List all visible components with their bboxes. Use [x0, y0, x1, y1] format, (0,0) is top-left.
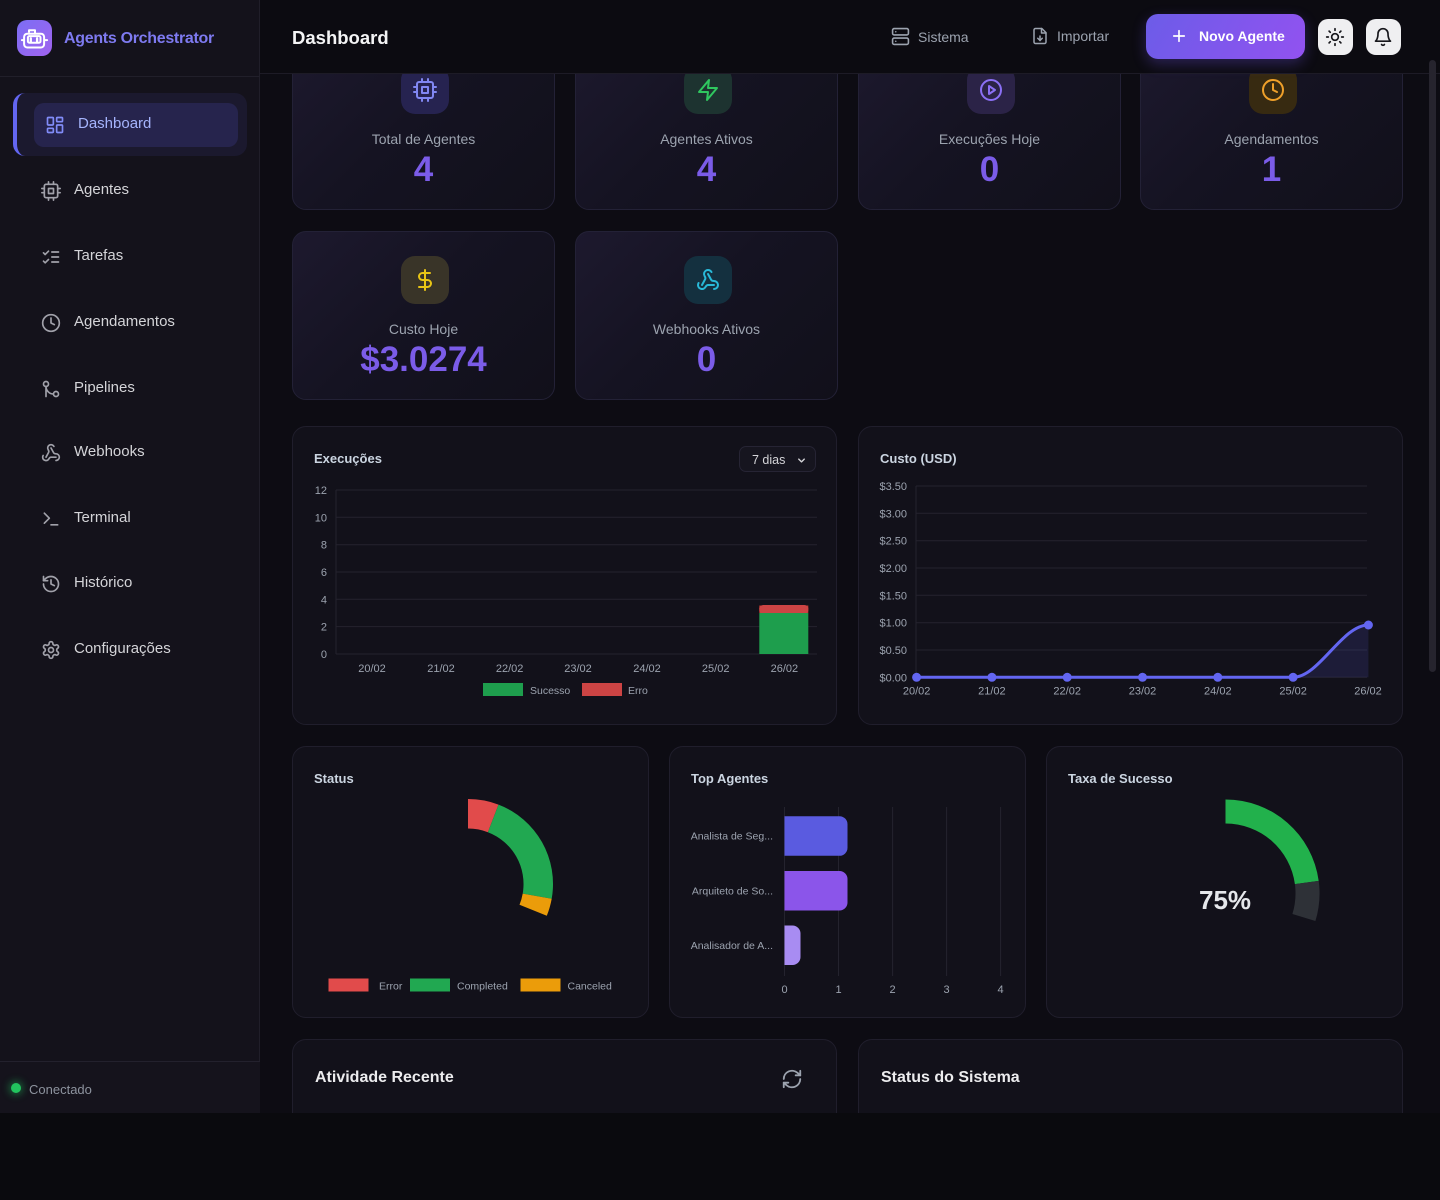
svg-text:22/02: 22/02	[1053, 686, 1081, 698]
svg-text:Canceled: Canceled	[568, 981, 613, 993]
svg-text:Analista de Seg...: Analista de Seg...	[691, 831, 773, 843]
svg-text:21/02: 21/02	[978, 686, 1006, 698]
svg-text:25/02: 25/02	[1279, 686, 1307, 698]
svg-text:26/02: 26/02	[771, 663, 799, 675]
svg-text:0: 0	[781, 984, 787, 996]
svg-text:2: 2	[890, 984, 896, 996]
svg-text:23/02: 23/02	[564, 663, 592, 675]
svg-text:4: 4	[998, 984, 1004, 996]
svg-text:0: 0	[321, 649, 327, 661]
svg-text:$1.50: $1.50	[879, 590, 907, 602]
svg-text:$0.50: $0.50	[879, 645, 907, 657]
svg-text:26/02: 26/02	[1354, 686, 1382, 698]
svg-text:Analisador de A...: Analisador de A...	[691, 940, 773, 952]
svg-text:$3.50: $3.50	[879, 481, 907, 493]
svg-text:Sucesso: Sucesso	[530, 685, 570, 697]
svg-text:3: 3	[944, 984, 950, 996]
svg-text:21/02: 21/02	[427, 663, 455, 675]
svg-text:Erro: Erro	[628, 685, 648, 697]
svg-text:6: 6	[321, 567, 327, 579]
svg-text:2: 2	[321, 622, 327, 634]
svg-text:$1.00: $1.00	[879, 618, 907, 630]
svg-text:22/02: 22/02	[496, 663, 524, 675]
svg-text:$2.50: $2.50	[879, 536, 907, 548]
svg-text:Completed: Completed	[457, 981, 508, 993]
svg-text:8: 8	[321, 540, 327, 552]
svg-text:12: 12	[315, 485, 327, 497]
svg-text:Error: Error	[379, 981, 403, 993]
svg-text:24/02: 24/02	[633, 663, 661, 675]
svg-text:1: 1	[835, 984, 841, 996]
svg-text:$0.00: $0.00	[879, 672, 907, 684]
svg-text:20/02: 20/02	[903, 686, 931, 698]
svg-text:$2.00: $2.00	[879, 563, 907, 575]
svg-text:Arquiteto de So...: Arquiteto de So...	[692, 886, 773, 898]
svg-text:20/02: 20/02	[358, 663, 386, 675]
svg-text:24/02: 24/02	[1204, 686, 1232, 698]
svg-text:25/02: 25/02	[702, 663, 730, 675]
svg-text:4: 4	[321, 594, 327, 606]
svg-text:23/02: 23/02	[1129, 686, 1157, 698]
svg-text:$3.00: $3.00	[879, 508, 907, 520]
svg-text:10: 10	[315, 512, 327, 524]
